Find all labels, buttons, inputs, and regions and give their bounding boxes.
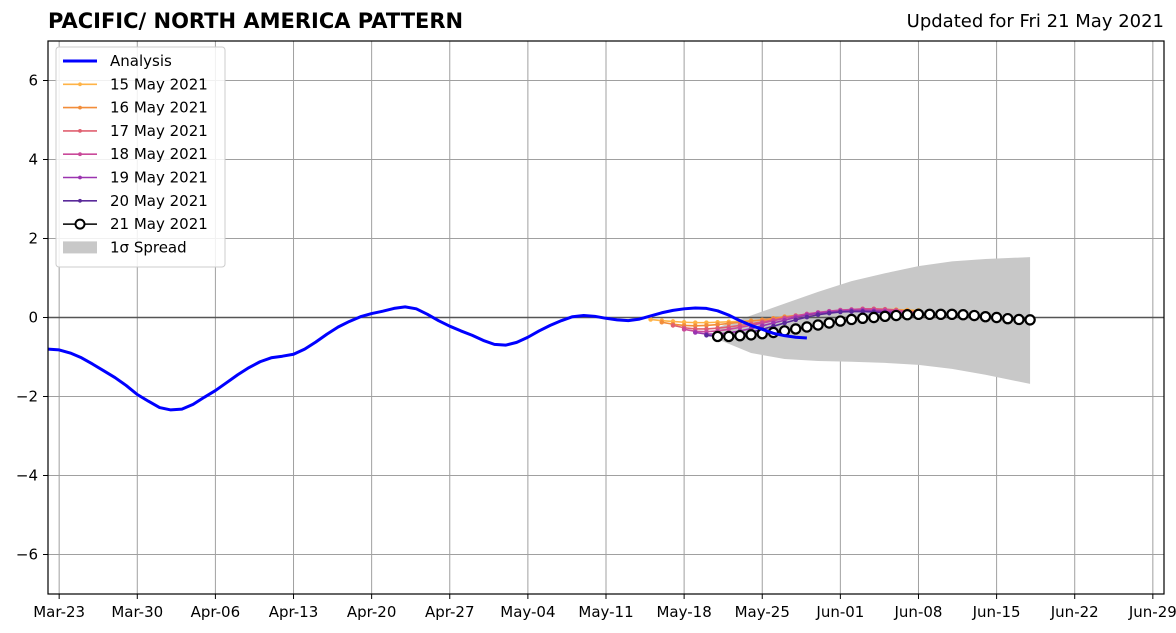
x-tick-label: May-04 bbox=[500, 603, 555, 621]
forecast-point bbox=[990, 311, 1003, 324]
legend-label: 20 May 2021 bbox=[110, 192, 208, 210]
forecast-point bbox=[1013, 313, 1025, 326]
forecast-21-may-2021 bbox=[711, 308, 1036, 343]
x-tick-label: Jun-22 bbox=[1050, 603, 1099, 621]
legend-label: Analysis bbox=[110, 52, 172, 70]
legend-item: 16 May 2021 bbox=[63, 99, 208, 117]
legend-item: 17 May 2021 bbox=[63, 122, 208, 140]
legend-marker bbox=[78, 105, 82, 110]
forecast-point bbox=[935, 308, 947, 321]
y-tick-label: 6 bbox=[28, 72, 38, 90]
x-tick-label: Mar-23 bbox=[33, 603, 85, 621]
forecast-point bbox=[890, 309, 902, 322]
x-tick-label: May-25 bbox=[735, 603, 790, 621]
forecast-point bbox=[845, 313, 858, 326]
legend-item: Analysis bbox=[63, 52, 172, 70]
legend-item: 18 May 2021 bbox=[63, 145, 208, 163]
forecast-point bbox=[804, 314, 810, 320]
forecast-point bbox=[834, 315, 847, 327]
chart-title: PACIFIC/ NORTH AMERICA PATTERN bbox=[48, 9, 464, 33]
x-tick-label: Apr-13 bbox=[269, 603, 319, 621]
forecast-point bbox=[901, 309, 914, 321]
legend-marker bbox=[78, 152, 82, 157]
analysis-series bbox=[47, 305, 807, 412]
forecast-point bbox=[1024, 314, 1036, 326]
x-tick-label: Apr-27 bbox=[425, 603, 475, 621]
updated-label: Updated for Fri 21 May 2021 bbox=[906, 11, 1164, 32]
forecast-point bbox=[711, 330, 724, 343]
forecast-point bbox=[692, 330, 698, 335]
forecast-line bbox=[683, 308, 919, 333]
x-tick-label: Jun-01 bbox=[815, 603, 864, 621]
forecast-point bbox=[815, 312, 821, 318]
x-tick-label: May-18 bbox=[656, 603, 711, 621]
x-tick-label: Jun-15 bbox=[972, 603, 1021, 621]
forecast-point bbox=[734, 329, 746, 342]
forecast-point bbox=[826, 310, 832, 316]
forecast-point bbox=[782, 320, 787, 326]
y-axis-ticks: 6 4 2 0 −2 −4 −6 bbox=[16, 72, 48, 564]
legend-label: 17 May 2021 bbox=[110, 122, 208, 140]
legend-item: 19 May 2021 bbox=[63, 169, 208, 187]
legend-box bbox=[55, 46, 226, 268]
legend-marker bbox=[74, 218, 86, 230]
forecast-point bbox=[856, 312, 869, 324]
legend-marker bbox=[78, 82, 82, 87]
legend-item: 15 May 2021 bbox=[63, 75, 208, 93]
legend-label: 19 May 2021 bbox=[110, 169, 208, 187]
forecast-series bbox=[648, 306, 1036, 343]
y-tick-label: 0 bbox=[28, 309, 38, 327]
legend-item: 21 May 2021 bbox=[63, 215, 208, 233]
forecast-point bbox=[849, 309, 854, 314]
legend-label: 1σ Spread bbox=[110, 238, 187, 256]
forecast-point bbox=[745, 329, 757, 341]
x-axis-ticks: Mar-23 Mar-30 Apr-06 Apr-13 Apr-20 Apr-27 May-… bbox=[33, 594, 1176, 621]
forecast-point bbox=[912, 308, 925, 321]
x-tick-label: May-11 bbox=[578, 603, 633, 621]
forecast-point bbox=[968, 309, 980, 322]
forecast-point bbox=[838, 309, 843, 315]
y-tick-label: 4 bbox=[28, 151, 38, 169]
forecast-point bbox=[868, 311, 880, 324]
legend-marker bbox=[78, 129, 82, 133]
legend-label: 21 May 2021 bbox=[110, 215, 208, 233]
x-tick-label: Apr-06 bbox=[191, 603, 241, 621]
forecast-point bbox=[793, 317, 799, 323]
forecast-point bbox=[946, 308, 958, 321]
y-tick-label: −6 bbox=[16, 546, 38, 564]
y-tick-label: −4 bbox=[16, 467, 38, 485]
x-tick-label: Jun-29 bbox=[1128, 603, 1176, 621]
forecast-point bbox=[659, 319, 665, 325]
forecast-point bbox=[681, 327, 687, 332]
y-tick-label: −2 bbox=[16, 388, 38, 406]
x-tick-label: Mar-30 bbox=[111, 603, 163, 621]
legend-marker bbox=[78, 175, 82, 180]
forecast-point bbox=[957, 309, 969, 321]
x-tick-label: Apr-20 bbox=[347, 603, 397, 621]
y-tick-label: 2 bbox=[28, 230, 38, 248]
forecast-point bbox=[879, 310, 891, 323]
forecast-point bbox=[790, 323, 802, 335]
legend-item: 1σ Spread bbox=[63, 238, 187, 256]
x-tick-label: Jun-08 bbox=[894, 603, 943, 621]
legend-marker bbox=[78, 198, 82, 203]
forecast-point bbox=[923, 308, 936, 321]
forecast-point bbox=[723, 330, 735, 343]
legend-label: 15 May 2021 bbox=[110, 75, 208, 93]
legend-label: 16 May 2021 bbox=[110, 99, 208, 117]
analysis-line bbox=[47, 305, 807, 412]
forecast-point bbox=[648, 317, 653, 322]
forecast-point bbox=[979, 311, 992, 323]
forecast-point bbox=[801, 321, 813, 333]
forecast-point bbox=[812, 319, 824, 331]
forecast-point bbox=[670, 323, 676, 328]
forecast-point bbox=[1002, 312, 1014, 325]
legend: Analysis 15 May 2021 16 May 2021 17 May 202… bbox=[55, 46, 226, 268]
forecast-point bbox=[704, 332, 709, 338]
forecast-point bbox=[823, 317, 835, 329]
legend-swatch bbox=[63, 241, 97, 254]
legend-item: 20 May 2021 bbox=[63, 192, 208, 210]
legend-label: 18 May 2021 bbox=[110, 145, 208, 163]
